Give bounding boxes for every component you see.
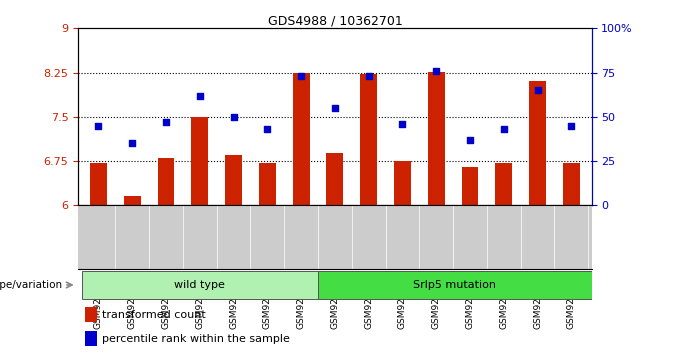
Point xyxy=(93,123,104,129)
Point xyxy=(228,114,239,120)
Point xyxy=(397,121,408,127)
Bar xyxy=(318,270,592,299)
Bar xyxy=(360,74,377,205)
Text: genotype/variation: genotype/variation xyxy=(0,280,63,290)
Point xyxy=(566,123,577,129)
Point xyxy=(126,141,137,146)
Text: Srlp5 mutation: Srlp5 mutation xyxy=(413,280,496,290)
Point xyxy=(363,73,374,79)
Bar xyxy=(191,117,208,205)
Point xyxy=(262,126,273,132)
Bar xyxy=(563,163,580,205)
Bar xyxy=(326,153,343,205)
Bar xyxy=(124,196,141,205)
Point xyxy=(498,126,509,132)
Bar xyxy=(292,73,309,205)
Bar xyxy=(158,158,175,205)
Bar xyxy=(462,167,479,205)
Text: percentile rank within the sample: percentile rank within the sample xyxy=(102,333,290,344)
Bar xyxy=(82,270,318,299)
Bar xyxy=(85,307,97,322)
Point xyxy=(194,93,205,98)
Title: GDS4988 / 10362701: GDS4988 / 10362701 xyxy=(267,14,403,27)
Point xyxy=(532,87,543,93)
Bar xyxy=(225,155,242,205)
Text: wild type: wild type xyxy=(174,280,225,290)
Bar xyxy=(259,163,276,205)
Text: transformed count: transformed count xyxy=(102,310,206,320)
Point xyxy=(296,73,307,79)
Bar xyxy=(85,331,97,346)
Point xyxy=(160,119,171,125)
Bar xyxy=(90,163,107,205)
Bar xyxy=(394,161,411,205)
Bar xyxy=(495,163,512,205)
Point xyxy=(329,105,340,111)
Bar xyxy=(529,81,546,205)
Bar xyxy=(428,72,445,205)
Point xyxy=(464,137,475,143)
Point xyxy=(431,68,442,74)
